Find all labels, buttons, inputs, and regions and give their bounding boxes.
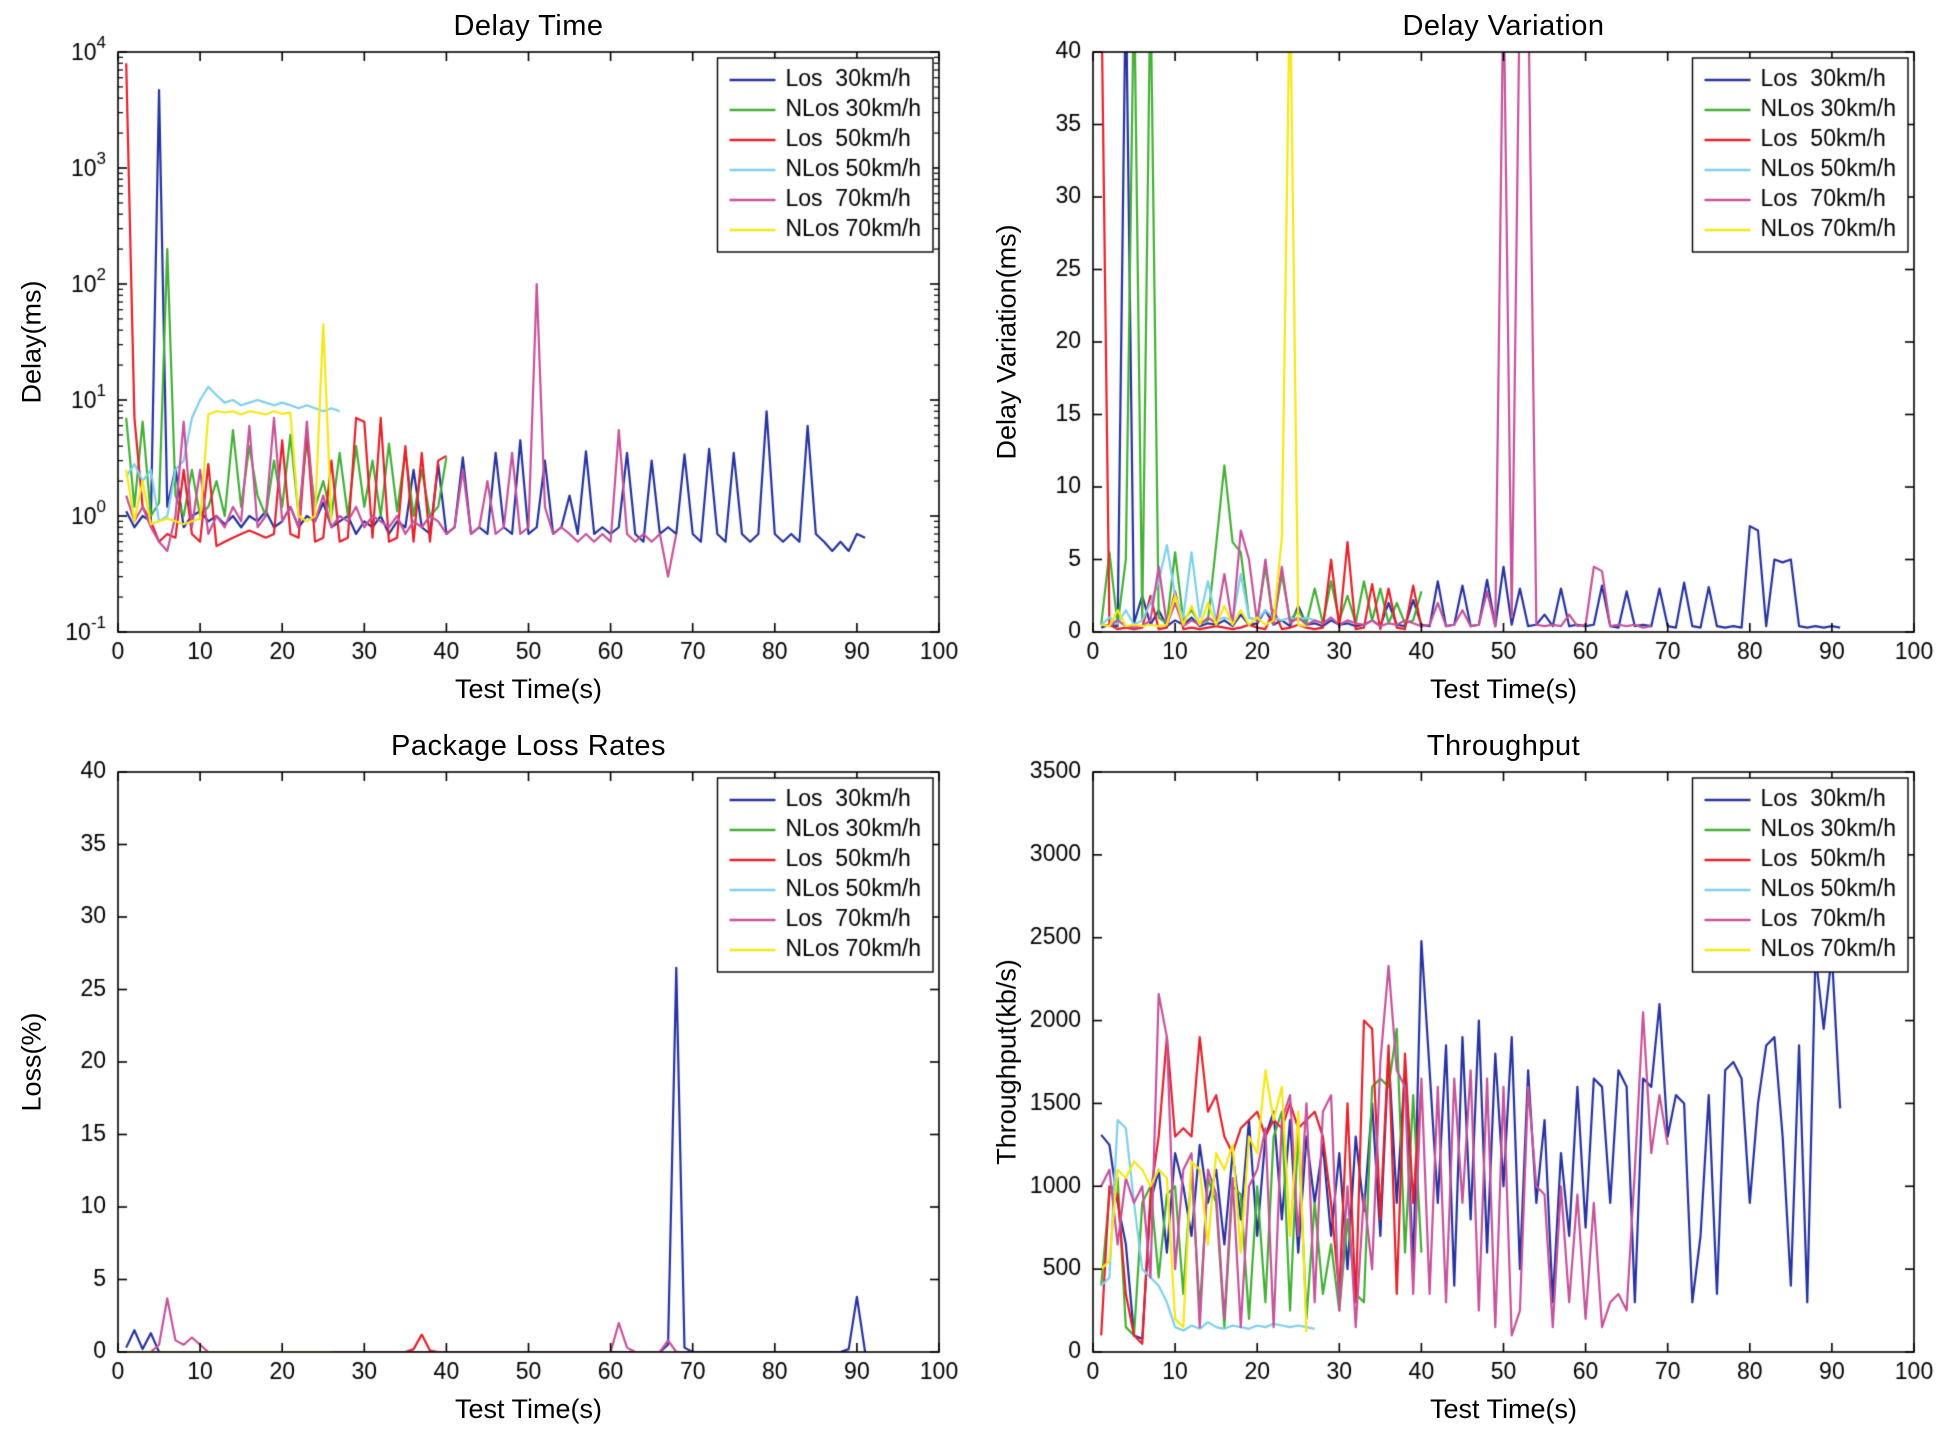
- throughput-plot-area: [975, 720, 1950, 1440]
- chart-delay-time: Delay Time Test Time(s) Delay(ms): [0, 0, 975, 720]
- x-axis-label-delay-variation: Test Time(s): [1429, 674, 1577, 704]
- x-axis-label-delay-time: Test Time(s): [454, 674, 602, 704]
- package-loss-plot-area: [0, 720, 975, 1440]
- delay-time-plot-area: [0, 0, 975, 720]
- x-axis-label-package-loss: Test Time(s): [454, 1394, 602, 1424]
- chart-throughput: Throughput Test Time(s) Throughput(kb/s): [975, 720, 1951, 1441]
- chart-title-throughput: Throughput: [1426, 730, 1581, 762]
- chart-title-delay-time: Delay Time: [453, 10, 604, 42]
- y-axis-label-delay-variation: Delay Variation(ms): [991, 224, 1022, 460]
- x-axis-label-throughput: Test Time(s): [1429, 1394, 1577, 1424]
- y-axis-label-package-loss: Loss(%): [16, 1012, 47, 1112]
- y-axis-label-delay-time: Delay(ms): [16, 280, 47, 404]
- y-axis-label-throughput: Throughput(kb/s): [991, 959, 1022, 1165]
- chart-package-loss-rates: Package Loss Rates Test Time(s) Loss(%): [0, 720, 975, 1441]
- chart-title-package-loss: Package Loss Rates: [391, 730, 666, 762]
- chart-delay-variation: Delay Variation Test Time(s) Delay Varia…: [975, 0, 1951, 720]
- chart-title-delay-variation: Delay Variation: [1402, 10, 1605, 42]
- delay-variation-plot-area: [975, 0, 1950, 720]
